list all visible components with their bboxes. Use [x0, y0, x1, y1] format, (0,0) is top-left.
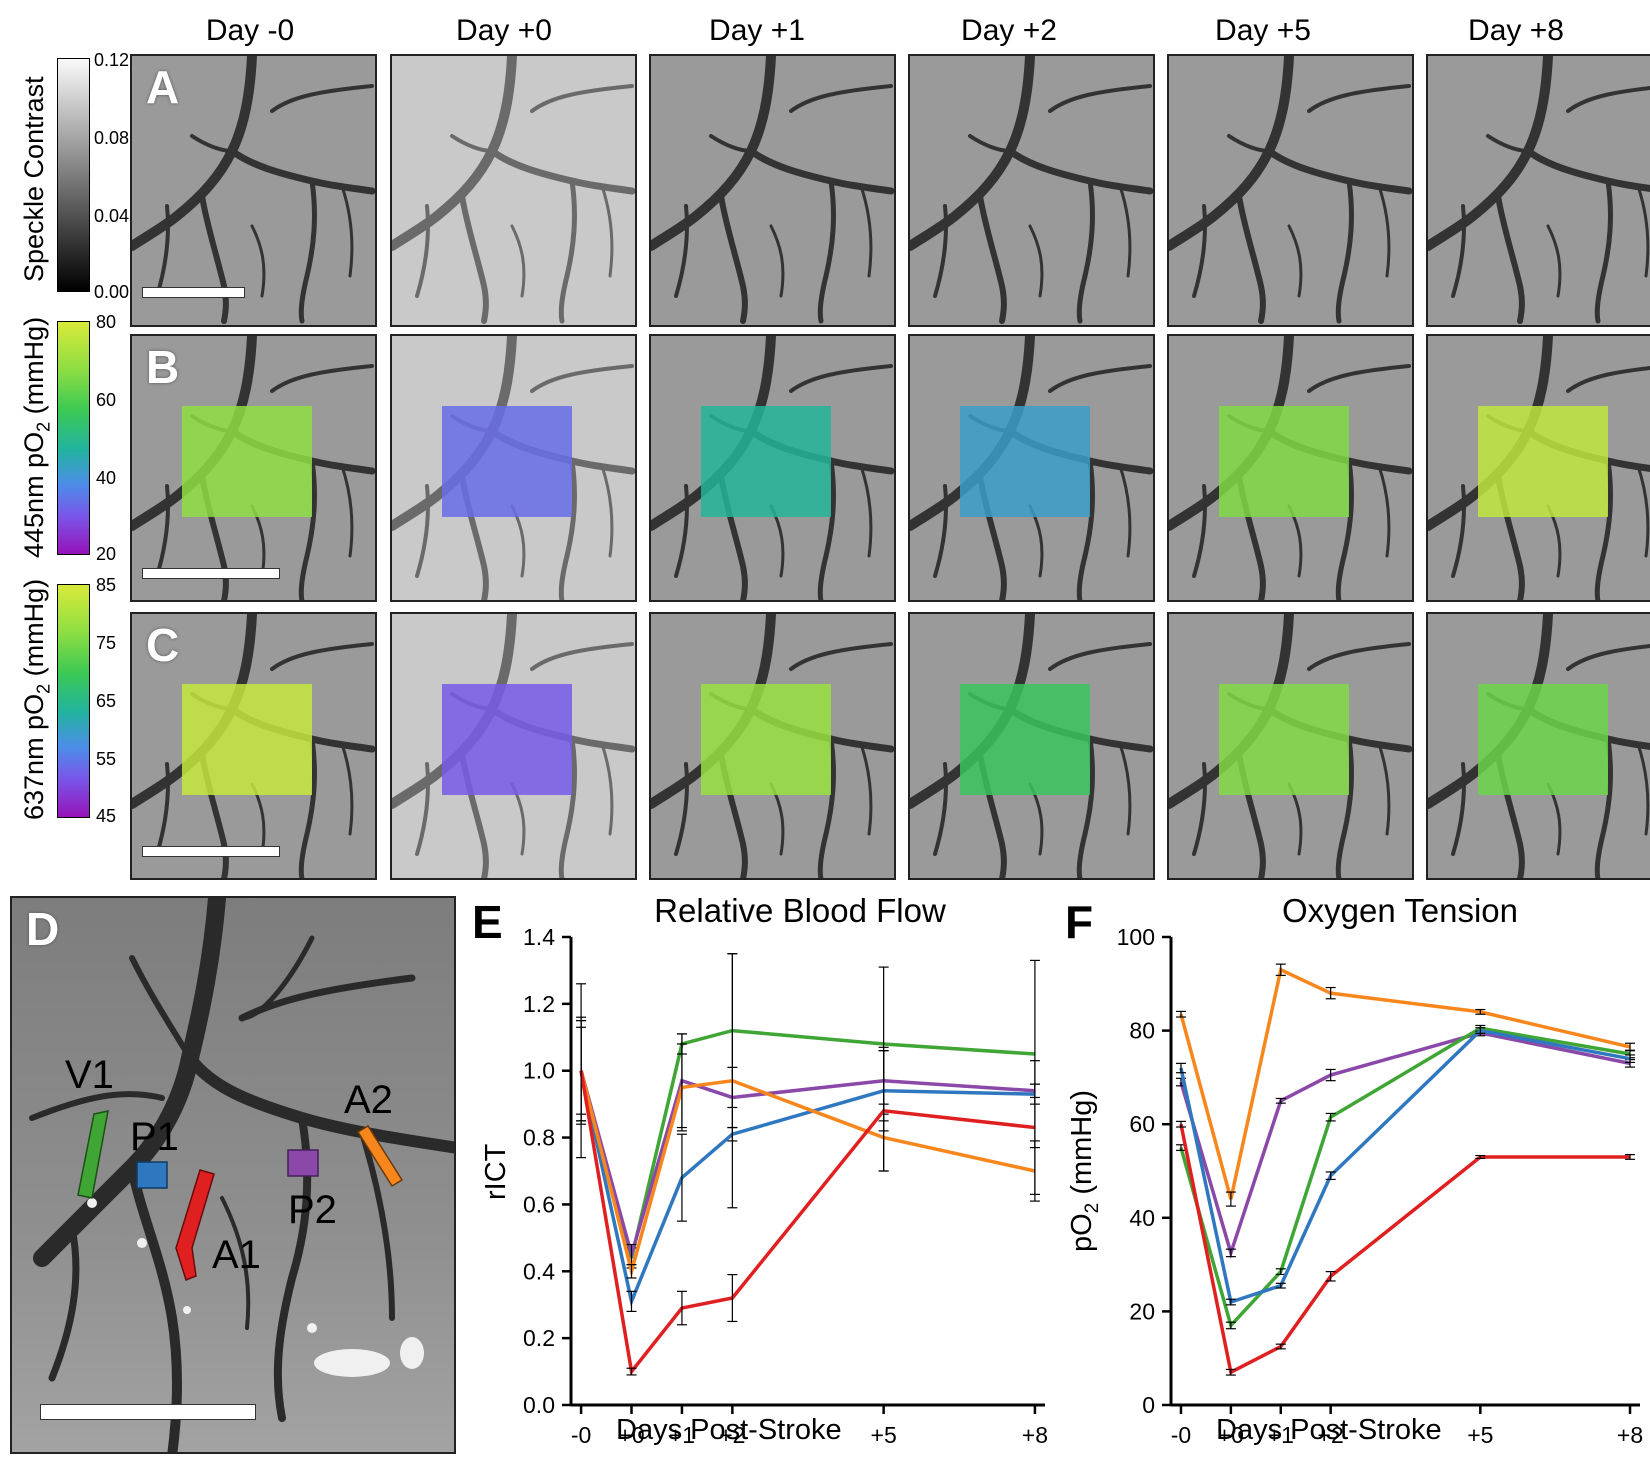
- chart-f-ylabel: pO2 (mmHg): [1066, 1090, 1104, 1252]
- y-tick-label: 1.0: [523, 1058, 555, 1084]
- chart-e-title: Relative Blood Flow: [570, 892, 1030, 930]
- series-line: [1181, 970, 1630, 1199]
- y-tick-label: 0.8: [523, 1125, 555, 1151]
- chart-e: 0.00.20.40.60.81.01.21.4-0 +0 +1 +2 +5 +8: [523, 924, 1048, 1448]
- chart-e-xlabel: Days Post-Stroke: [616, 1414, 842, 1447]
- y-tick-label: 60: [1129, 1111, 1155, 1137]
- y-tick-label: 0.2: [523, 1325, 555, 1351]
- series-line: [1181, 1033, 1630, 1253]
- chart-f: 0 20 40 60 80 100 -0 +0 +1 +2 +5 +8: [1117, 924, 1644, 1448]
- y-tick-label: 40: [1129, 1205, 1155, 1231]
- x-tick-label: +8: [1617, 1422, 1643, 1448]
- y-tick-label: 0.0: [523, 1392, 555, 1418]
- series-line: [581, 1071, 1035, 1272]
- series-line: [1181, 1028, 1630, 1325]
- series-line: [581, 1071, 1035, 1372]
- x-tick-label: -0: [571, 1422, 591, 1448]
- x-tick-label: -0: [1171, 1422, 1191, 1448]
- chart-e-ylabel: rICT: [480, 1144, 513, 1200]
- x-tick-label: +5: [1467, 1422, 1493, 1448]
- y-tick-label: 0.4: [523, 1258, 555, 1284]
- x-tick-label: +8: [1022, 1422, 1048, 1448]
- x-tick-label: +5: [871, 1422, 897, 1448]
- y-tick-label: 1.2: [523, 991, 555, 1017]
- y-tick-label: 80: [1129, 1018, 1155, 1044]
- y-tick-label: 20: [1129, 1298, 1155, 1324]
- chart-f-title: Oxygen Tension: [1170, 892, 1630, 930]
- series-line: [1181, 1124, 1630, 1372]
- chart-f-xlabel: Days Post-Stroke: [1216, 1414, 1442, 1447]
- y-tick-label: 100: [1117, 924, 1155, 950]
- y-tick-label: 1.4: [523, 924, 555, 950]
- series-line: [581, 1071, 1035, 1255]
- y-tick-label: 0.6: [523, 1191, 555, 1217]
- panel-f-letter: F: [1065, 895, 1093, 949]
- series-line: [581, 1031, 1035, 1258]
- panel-e-letter: E: [472, 895, 503, 949]
- y-tick-label: 0: [1142, 1392, 1155, 1418]
